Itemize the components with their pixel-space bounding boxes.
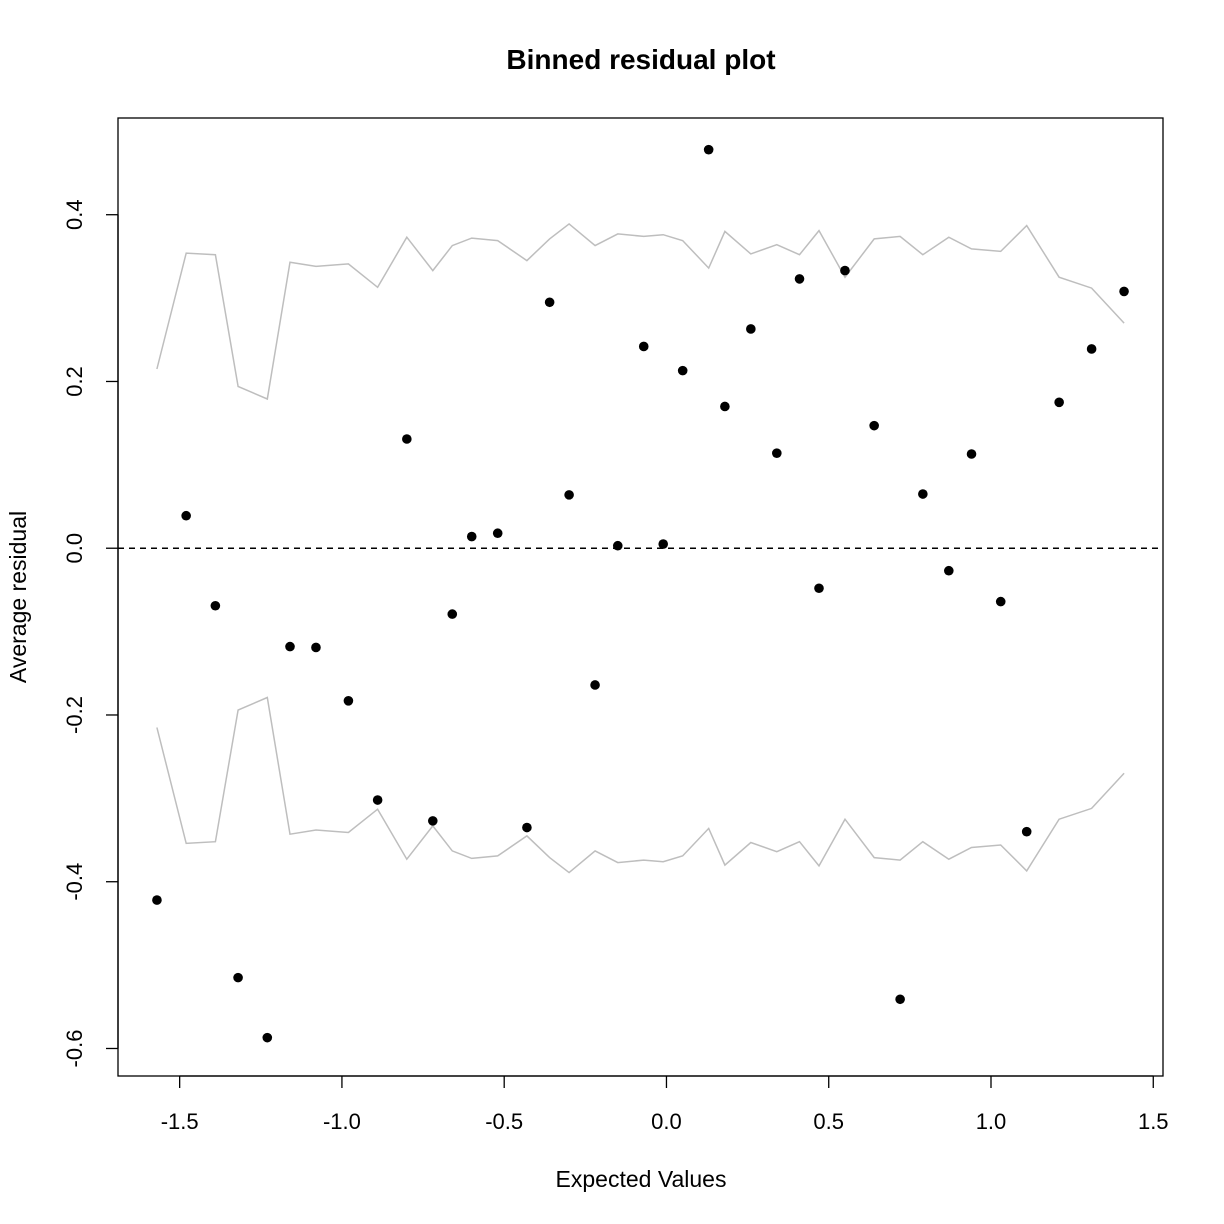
y-tick-label: -0.4 bbox=[62, 863, 87, 901]
data-point bbox=[343, 696, 354, 706]
upper-bound-line bbox=[156, 222, 1125, 401]
x-tick-label: -0.5 bbox=[485, 1109, 523, 1134]
data-point bbox=[638, 341, 649, 352]
y-tick-label: -0.6 bbox=[62, 1030, 87, 1068]
data-point bbox=[285, 641, 295, 652]
data-point bbox=[677, 365, 688, 376]
data-point bbox=[1119, 286, 1129, 297]
chart-title: Binned residual plot bbox=[506, 44, 775, 75]
data-point bbox=[918, 489, 928, 499]
data-point bbox=[794, 274, 805, 284]
data-point bbox=[181, 510, 191, 521]
data-point bbox=[210, 600, 221, 611]
y-tick-label: 0.4 bbox=[62, 199, 87, 230]
data-point bbox=[612, 540, 623, 551]
data-point bbox=[895, 994, 905, 1005]
data-point bbox=[1021, 826, 1032, 837]
y-tick-label: -0.2 bbox=[62, 696, 87, 734]
x-axis-label: Expected Values bbox=[556, 1166, 727, 1192]
data-point bbox=[1086, 344, 1097, 354]
data-point bbox=[1054, 397, 1064, 408]
x-tick-label: 0.0 bbox=[651, 1109, 682, 1134]
x-tick-label: -1.0 bbox=[323, 1109, 361, 1134]
data-point bbox=[720, 401, 730, 412]
plot-frame bbox=[117, 117, 1164, 1077]
data-point bbox=[262, 1032, 273, 1043]
x-tick-label: 1.5 bbox=[1138, 1109, 1169, 1134]
data-point bbox=[427, 816, 438, 826]
data-point bbox=[311, 642, 321, 653]
data-point bbox=[590, 680, 600, 690]
data-point bbox=[564, 490, 574, 500]
data-point bbox=[746, 324, 756, 334]
y-tick-label: 0.2 bbox=[62, 366, 87, 397]
x-axis: -1.5 -1.0 -0.5 0.0 0.5 1.0 1.5 bbox=[161, 1075, 1169, 1134]
data-point bbox=[152, 895, 162, 905]
data-point bbox=[402, 434, 412, 444]
data-point bbox=[814, 583, 824, 594]
data-point bbox=[840, 265, 850, 276]
y-tick-label: 0.0 bbox=[62, 533, 87, 564]
data-point bbox=[522, 822, 532, 833]
y-axis: -0.6 -0.4 -0.2 0.0 0.2 0.4 bbox=[62, 199, 119, 1068]
data-point bbox=[492, 528, 503, 539]
data-point bbox=[869, 420, 879, 431]
data-point bbox=[966, 449, 977, 459]
data-point bbox=[703, 144, 714, 155]
x-tick-label: 0.5 bbox=[813, 1109, 844, 1134]
lower-bound-line bbox=[156, 696, 1125, 874]
data-point bbox=[544, 297, 555, 308]
data-point bbox=[658, 539, 669, 549]
bounds-layer bbox=[156, 222, 1125, 874]
points-layer bbox=[152, 144, 1129, 1043]
data-point bbox=[944, 565, 954, 576]
data-point bbox=[447, 609, 458, 619]
x-tick-label: -1.5 bbox=[161, 1109, 199, 1134]
data-point bbox=[372, 795, 383, 805]
data-point bbox=[772, 448, 782, 458]
data-point bbox=[233, 972, 243, 983]
y-axis-label: Average residual bbox=[5, 511, 31, 683]
data-point bbox=[995, 596, 1006, 607]
data-point bbox=[466, 531, 477, 542]
x-tick-label: 1.0 bbox=[976, 1109, 1007, 1134]
